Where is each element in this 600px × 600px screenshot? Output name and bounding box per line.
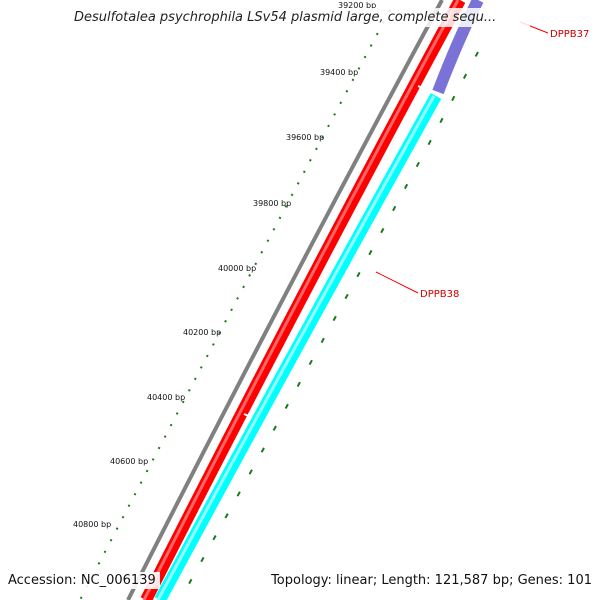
accession-label: Accession: NC_006139 bbox=[4, 572, 160, 589]
tick-label: 40000 bp bbox=[218, 264, 256, 273]
gene-DPPB38[interactable] bbox=[154, 93, 442, 600]
inner-tick-track bbox=[179, 51, 479, 600]
gene-label-line-DPPB38 bbox=[375, 271, 419, 294]
tick-track bbox=[79, 9, 391, 600]
backbone-line bbox=[126, 0, 444, 600]
gene-DPPB38-highlight bbox=[156, 95, 436, 600]
tick-label: 40400 bp bbox=[147, 393, 185, 402]
tick-label: 40800 bp bbox=[73, 520, 111, 529]
forward-track bbox=[140, 0, 466, 600]
tick-label: 39400 bp bbox=[320, 68, 358, 77]
gene-label-DPPB37[interactable]: DPPB37 bbox=[550, 29, 589, 40]
tick-label: 40200 bp bbox=[183, 328, 221, 337]
topology-summary: Topology: linear; Length: 121,587 bp; Ge… bbox=[267, 572, 596, 589]
tick-label: 39600 bp bbox=[286, 133, 324, 142]
tick-label: 40600 bp bbox=[110, 457, 148, 466]
gene-label-DPPB38[interactable]: DPPB38 bbox=[420, 289, 459, 300]
tick-label: 39800 bp bbox=[253, 199, 291, 208]
tick-label: 39200 bp bbox=[338, 1, 376, 10]
map-title: Desulfotalea psychrophila LSv54 plasmid … bbox=[70, 8, 530, 27]
gene-boundary bbox=[417, 85, 433, 93]
forward-track-highlight bbox=[142, 0, 460, 600]
